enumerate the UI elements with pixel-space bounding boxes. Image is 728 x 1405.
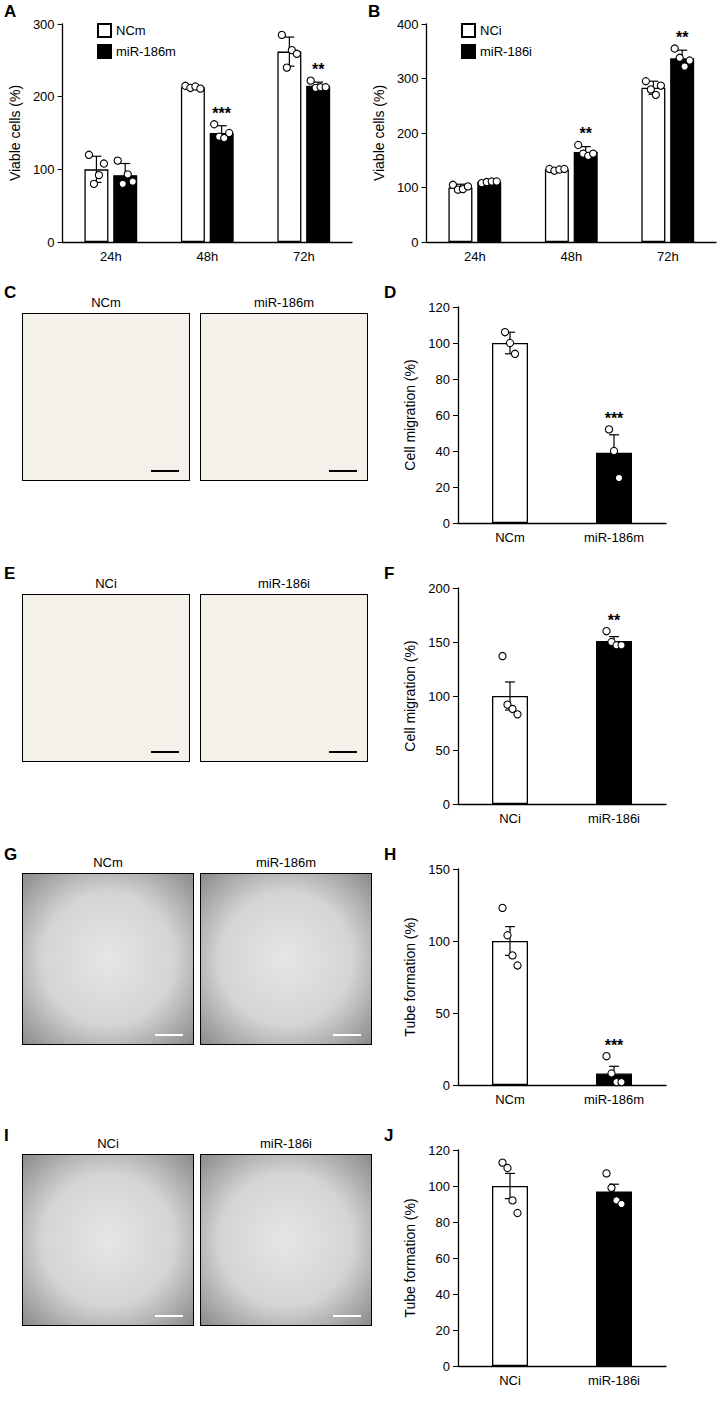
svg-text:60: 60	[436, 1251, 450, 1266]
html-text:H: H	[384, 845, 397, 864]
svg-text:miR-186m: miR-186m	[584, 530, 644, 545]
svg-text:0: 0	[443, 516, 450, 531]
svg-text:miR-186i: miR-186i	[588, 1373, 640, 1388]
svg-text:0: 0	[443, 1359, 450, 1374]
svg-text:48h: 48h	[196, 249, 218, 264]
html-text:B: B	[368, 2, 381, 21]
svg-text:300: 300	[33, 17, 55, 32]
svg-text:NCi: NCi	[499, 811, 521, 826]
html-text:miR-186m: miR-186m	[256, 855, 316, 870]
html-text:miR-186i: miR-186i	[258, 576, 310, 591]
svg-text:miR-186m: miR-186m	[584, 1092, 644, 1107]
svg-text:NCm: NCm	[495, 1092, 525, 1107]
svg-text:150: 150	[428, 635, 450, 650]
svg-text:NCm: NCm	[116, 23, 146, 38]
svg-text:0: 0	[443, 797, 450, 812]
svg-text:100: 100	[33, 162, 55, 177]
svg-text:0: 0	[47, 235, 54, 250]
svg-text:Tube formation (%): Tube formation (%)	[402, 1198, 418, 1317]
svg-text:120: 120	[428, 1143, 450, 1158]
svg-text:80: 80	[436, 1215, 450, 1230]
svg-text:Cell migration (%): Cell migration (%)	[402, 359, 418, 470]
svg-text:40: 40	[436, 1287, 450, 1302]
svg-text:100: 100	[428, 689, 450, 704]
svg-text:150: 150	[428, 862, 450, 877]
html-text:F: F	[384, 564, 395, 583]
svg-text:50: 50	[436, 1006, 450, 1021]
html-text:I: I	[4, 1126, 9, 1145]
svg-text:**: **	[312, 61, 325, 78]
svg-text:NCi: NCi	[499, 1373, 521, 1388]
svg-text:20: 20	[436, 480, 450, 495]
svg-text:400: 400	[397, 17, 419, 32]
svg-text:100: 100	[428, 336, 450, 351]
svg-text:24h: 24h	[464, 249, 486, 264]
svg-text:***: ***	[605, 1037, 624, 1054]
html-text:A: A	[4, 2, 17, 21]
html-text:E: E	[4, 564, 16, 583]
svg-text:miR-186i: miR-186i	[588, 811, 640, 826]
svg-text:**: **	[676, 29, 689, 46]
html-text:NCi: NCi	[95, 576, 117, 591]
svg-text:NCm: NCm	[495, 530, 525, 545]
svg-text:0: 0	[443, 1078, 450, 1093]
svg-text:***: ***	[605, 410, 624, 427]
html-text:miR-186m: miR-186m	[254, 295, 314, 310]
svg-text:72h: 72h	[293, 249, 315, 264]
html-text:J: J	[384, 1126, 394, 1145]
svg-text:0: 0	[411, 235, 418, 250]
svg-text:Viable cells (%): Viable cells (%)	[371, 85, 387, 181]
svg-text:300: 300	[397, 71, 419, 86]
svg-text:100: 100	[428, 1179, 450, 1194]
svg-text:Viable cells (%): Viable cells (%)	[7, 85, 23, 181]
svg-text:miR-186i: miR-186i	[480, 44, 532, 59]
svg-text:60: 60	[436, 408, 450, 423]
svg-text:Tube formation (%): Tube formation (%)	[402, 917, 418, 1036]
svg-text:***: ***	[212, 105, 231, 122]
svg-text:100: 100	[397, 180, 419, 195]
svg-text:Cell migration (%): Cell migration (%)	[402, 640, 418, 751]
svg-text:**: **	[579, 125, 592, 142]
svg-text:200: 200	[33, 89, 55, 104]
svg-text:**: **	[608, 612, 621, 629]
svg-text:24h: 24h	[100, 249, 122, 264]
html-text:NCm: NCm	[91, 295, 121, 310]
html-text:NCm: NCm	[93, 855, 123, 870]
svg-text:48h: 48h	[560, 249, 582, 264]
html-text:C: C	[4, 283, 17, 302]
svg-text:72h: 72h	[657, 249, 679, 264]
svg-text:50: 50	[436, 743, 450, 758]
html-text:G: G	[4, 845, 18, 864]
svg-text:20: 20	[436, 1323, 450, 1338]
svg-text:100: 100	[428, 934, 450, 949]
svg-text:miR-186m: miR-186m	[116, 44, 176, 59]
html-text:NCi: NCi	[97, 1136, 119, 1151]
html-text:miR-186i: miR-186i	[260, 1136, 312, 1151]
svg-text:200: 200	[397, 126, 419, 141]
svg-text:200: 200	[428, 581, 450, 596]
svg-text:NCi: NCi	[480, 23, 502, 38]
svg-text:120: 120	[428, 300, 450, 315]
svg-text:80: 80	[436, 372, 450, 387]
svg-text:40: 40	[436, 444, 450, 459]
html-text:D: D	[384, 283, 397, 302]
